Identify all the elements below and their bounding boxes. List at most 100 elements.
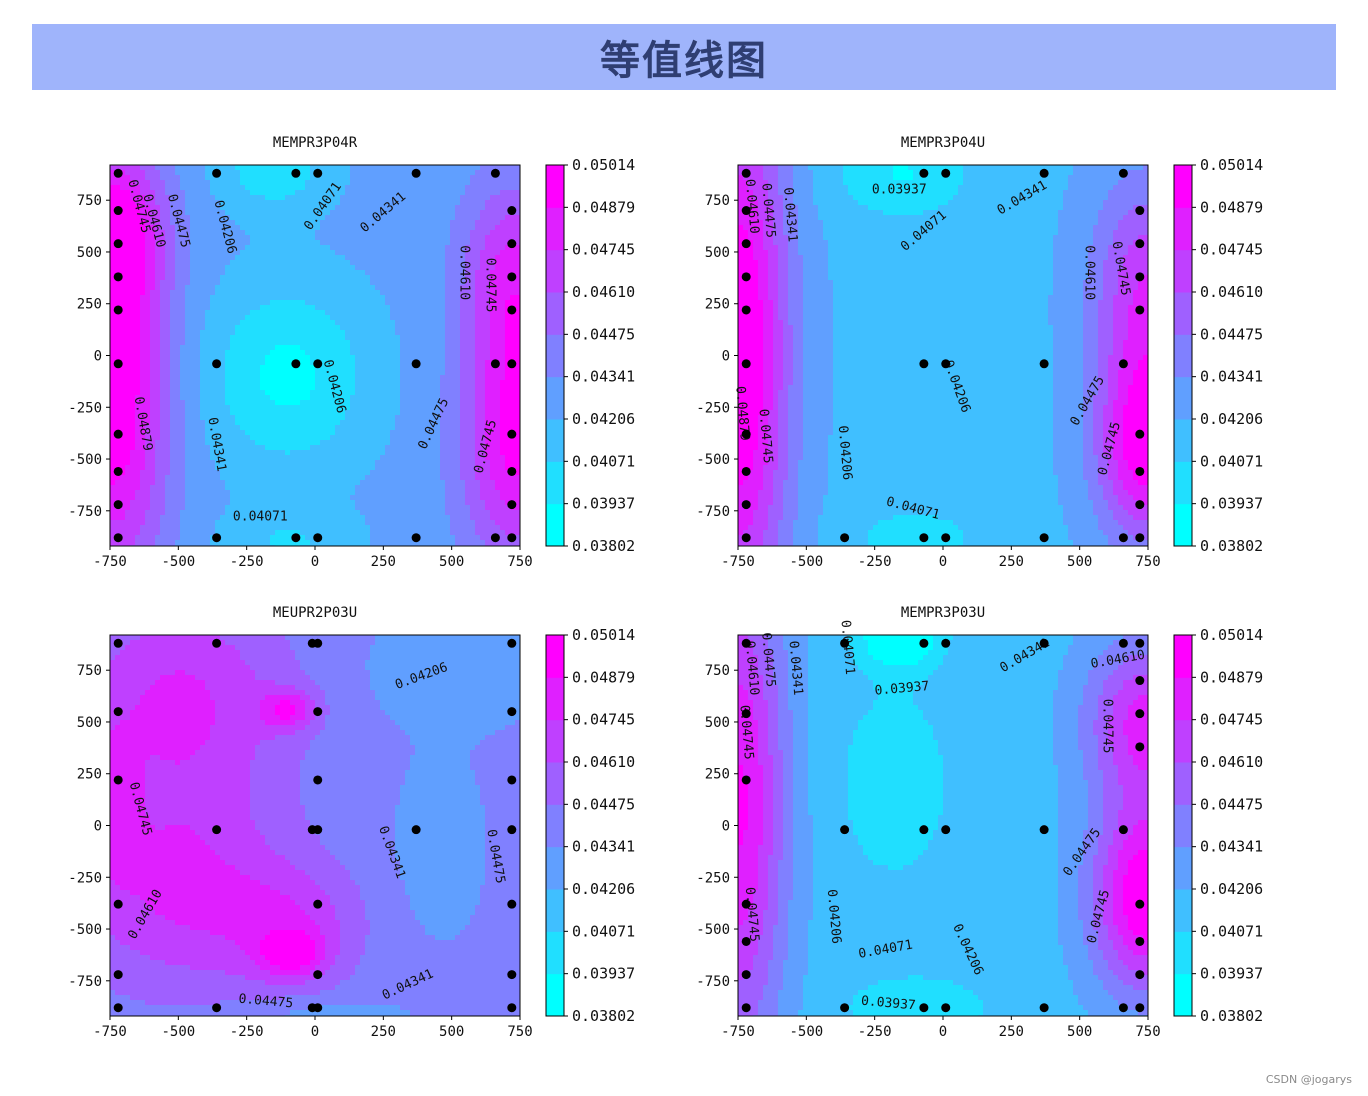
contour-label: 0.04206: [835, 425, 855, 481]
y-tick-label: 750: [705, 193, 730, 209]
colorbar-frame: [545, 164, 565, 547]
contour-fill: [110, 165, 520, 546]
data-point: [741, 709, 751, 719]
data-point: [507, 1003, 517, 1013]
contour-label: 0.04610: [742, 178, 762, 234]
colorbar-label: 0.04879: [572, 668, 635, 686]
colorbar-label: 0.04610: [572, 283, 635, 301]
x-tick-label: 750: [507, 1024, 532, 1040]
y-tick-label: -250: [696, 400, 730, 416]
x-tick-label: 0: [939, 554, 947, 570]
data-point: [113, 239, 123, 249]
colorbar-band: [546, 762, 564, 805]
data-point: [113, 775, 123, 785]
colorbar-band: [1174, 334, 1192, 378]
y-tick-label: 500: [77, 245, 102, 261]
y-tick-label: -750: [696, 504, 730, 520]
colorbar-band: [546, 249, 564, 293]
data-point: [1135, 500, 1145, 510]
data-point: [840, 825, 850, 835]
colorbar-label: 0.03802: [572, 1007, 635, 1025]
data-point: [741, 638, 751, 648]
colorbar-label: 0.03937: [1200, 495, 1263, 513]
y-tick-label: -750: [68, 974, 102, 990]
data-point: [741, 500, 751, 510]
data-point: [1135, 1003, 1145, 1013]
data-point: [313, 359, 323, 369]
colorbar-band: [1174, 973, 1192, 1017]
colorbar-band: [546, 635, 564, 678]
data-point: [411, 533, 421, 543]
colorbar-band: [1174, 376, 1192, 420]
data-point: [313, 1003, 323, 1013]
data-point: [212, 533, 222, 543]
contour-label: 0.04475: [238, 992, 294, 1012]
data-point: [1135, 239, 1145, 249]
contour-label: 0.04475: [758, 183, 778, 239]
data-point: [507, 429, 517, 439]
contour-label: 0.04879: [732, 386, 752, 442]
colorbar-label: 0.05014: [1200, 626, 1263, 644]
colorbar-band: [1174, 931, 1192, 975]
colorbar-band: [546, 376, 564, 420]
data-point: [1039, 1003, 1049, 1013]
contour-label: 0.04071: [837, 619, 857, 675]
y-tick-label: 750: [705, 663, 730, 679]
colorbar-label: 0.03802: [1200, 1007, 1263, 1025]
colorbar-frame: [1173, 164, 1193, 547]
x-tick-label: 250: [371, 1024, 396, 1040]
data-point: [1135, 429, 1145, 439]
data-point: [291, 359, 301, 369]
data-point: [741, 206, 751, 216]
y-tick-label: -750: [68, 504, 102, 520]
colorbar-label: 0.04071: [572, 922, 635, 940]
data-point: [1118, 1003, 1128, 1013]
x-tick-label: -750: [721, 1024, 755, 1040]
colorbar-band: [1174, 762, 1192, 805]
contour-fill: [738, 165, 1148, 546]
colorbar-label: 0.04745: [1200, 711, 1263, 729]
x-tick-label: 0: [311, 554, 319, 570]
data-point: [507, 359, 517, 369]
x-tick-label: 500: [439, 554, 464, 570]
y-tick-label: 250: [77, 297, 102, 313]
x-tick-label: 250: [999, 554, 1024, 570]
y-tick-label: 250: [705, 767, 730, 783]
x-tick-label: -250: [230, 554, 264, 570]
data-point: [113, 707, 123, 717]
colorbar-band: [546, 461, 564, 505]
x-tick-label: 500: [1067, 554, 1092, 570]
x-tick-label: 250: [371, 554, 396, 570]
data-point: [1135, 638, 1145, 648]
data-point: [411, 825, 421, 835]
data-point: [741, 359, 751, 369]
y-tick-label: 250: [705, 297, 730, 313]
data-point: [741, 970, 751, 980]
colorbar-band: [546, 973, 564, 1017]
colorbar-band: [1174, 889, 1192, 932]
colorbar-label: 0.05014: [572, 156, 635, 174]
data-point: [741, 239, 751, 249]
colorbar-label: 0.04071: [572, 452, 635, 470]
chart-title: MEUPR2P03U: [273, 605, 357, 621]
chart-title: MEMPR3P04U: [901, 135, 985, 151]
data-point: [507, 206, 517, 216]
colorbar-label: 0.04206: [1200, 410, 1263, 428]
data-point: [741, 168, 751, 178]
colorbar-label: 0.04475: [572, 795, 635, 813]
contour-label: 0.04745: [1100, 699, 1115, 754]
y-tick-label: -500: [696, 452, 730, 468]
data-point: [507, 239, 517, 249]
data-point: [212, 168, 222, 178]
data-point: [1135, 709, 1145, 719]
y-tick-label: -500: [68, 922, 102, 938]
data-point: [313, 899, 323, 909]
data-point: [212, 825, 222, 835]
data-point: [741, 775, 751, 785]
data-point: [941, 168, 951, 178]
y-tick-label: 500: [77, 715, 102, 731]
contour-label: 0.04745: [482, 258, 497, 313]
colorbar-label: 0.04610: [1200, 753, 1263, 771]
